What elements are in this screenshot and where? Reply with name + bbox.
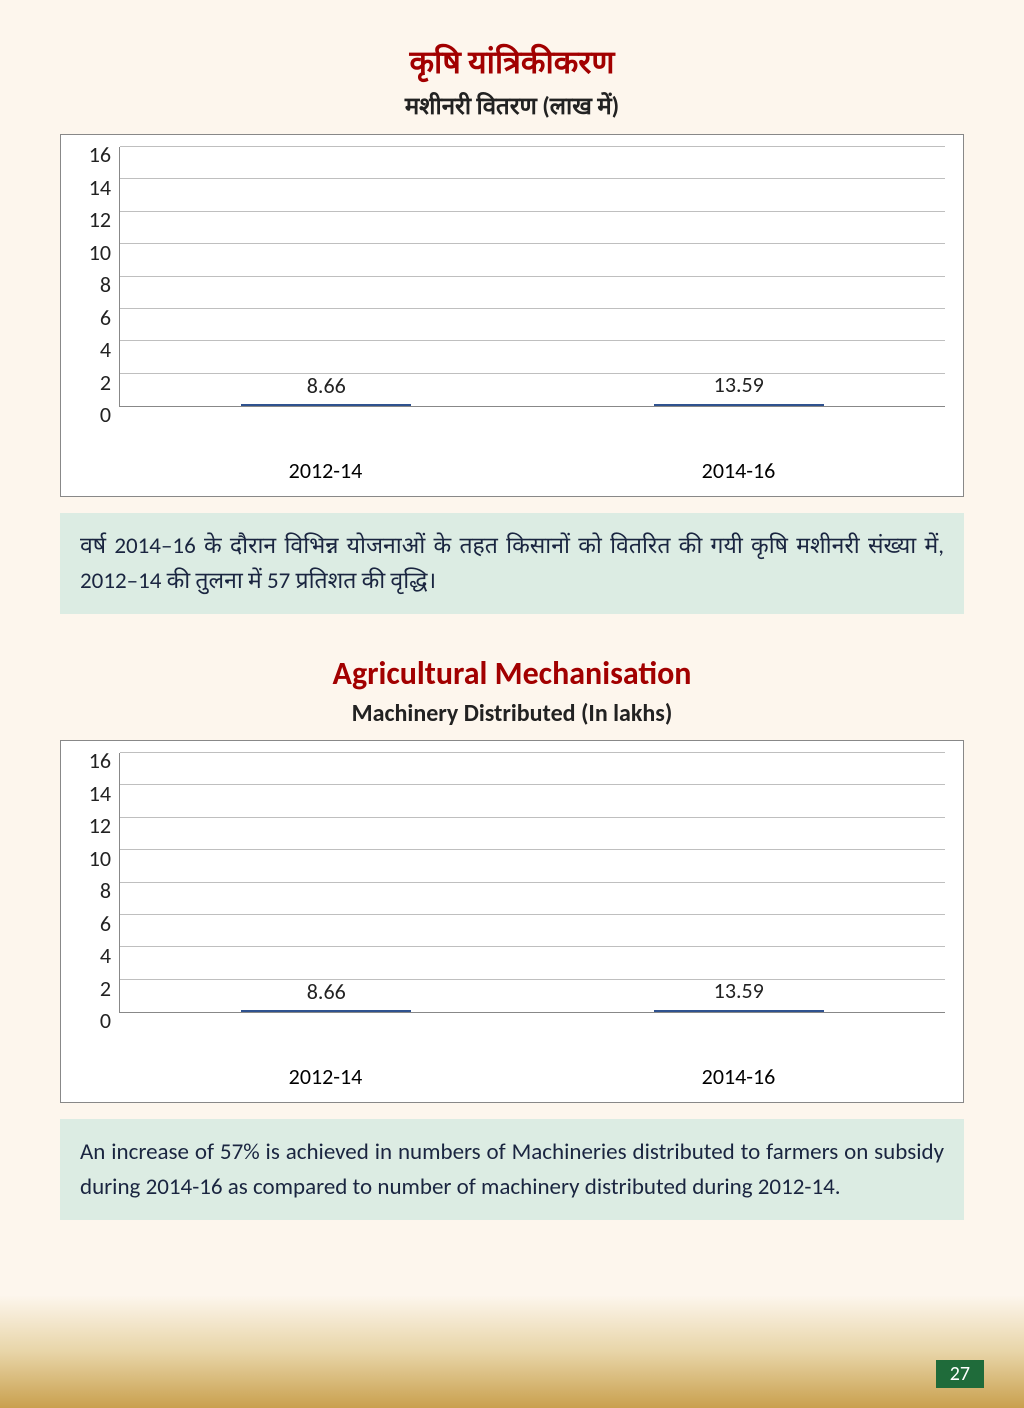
y-axis: 0 2 4 6 8 10 12 14 16 <box>79 147 119 407</box>
bar <box>241 1010 411 1012</box>
plot-area: 8.66 13.59 <box>119 753 945 1013</box>
caption-hi: वर्ष 2014–16 के दौरान विभिन्न योजनाओं के… <box>60 513 964 614</box>
page-number: 27 <box>936 1360 984 1388</box>
x-axis-labels: 2012-14 2014-16 <box>119 457 945 484</box>
bar-group-0: 8.66 <box>141 1010 512 1012</box>
x-axis-labels: 2012-14 2014-16 <box>119 1063 945 1090</box>
bar-value-label: 8.66 <box>307 372 346 399</box>
section-hindi: कृषि यांत्रिकीकरण मशीनरी वितरण (लाख में)… <box>60 40 964 614</box>
bar-group-1: 13.59 <box>553 1010 924 1012</box>
y-axis: 0 2 4 6 8 10 12 14 16 <box>79 753 119 1013</box>
bar <box>241 404 411 406</box>
plot-area: 8.66 13.59 <box>119 147 945 407</box>
bar-chart-en: 0 2 4 6 8 10 12 14 16 <box>79 753 945 1053</box>
title-main-en: Agricultural Mechanisation <box>60 654 964 693</box>
chart-frame-en: 0 2 4 6 8 10 12 14 16 <box>60 740 964 1103</box>
bar-chart-hi: 0 2 4 6 8 10 12 14 16 <box>79 147 945 447</box>
bar <box>654 404 824 406</box>
bar <box>654 1010 824 1012</box>
bar-group-0: 8.66 <box>141 404 512 406</box>
title-sub-hi: मशीनरी वितरण (लाख में) <box>60 89 964 122</box>
bar-value-label: 8.66 <box>307 978 346 1005</box>
bar-group-1: 13.59 <box>553 404 924 406</box>
caption-en: An increase of 57% is achieved in number… <box>60 1119 964 1220</box>
chart-frame-hi: 0 2 4 6 8 10 12 14 16 <box>60 134 964 497</box>
section-english: Agricultural Mechanisation Machinery Dis… <box>60 654 964 1220</box>
bar-value-label: 13.59 <box>714 977 764 1004</box>
title-sub-en: Machinery Distributed (In lakhs) <box>60 699 964 728</box>
title-main-hi: कृषि यांत्रिकीकरण <box>60 40 964 83</box>
bar-value-label: 13.59 <box>714 371 764 398</box>
